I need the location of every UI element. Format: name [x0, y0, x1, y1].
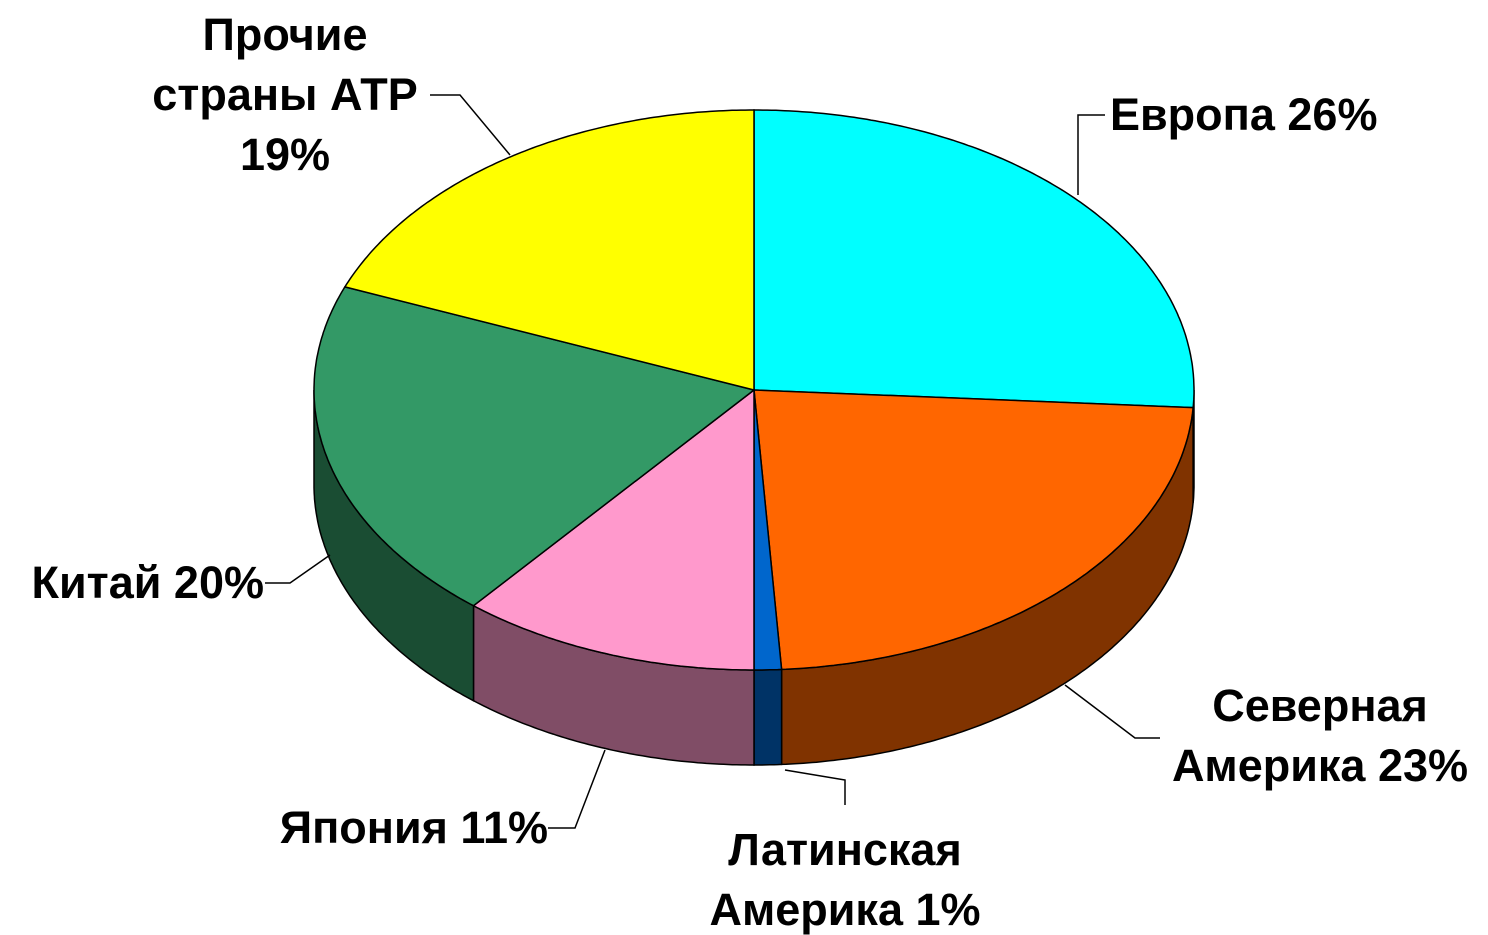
value-label: 1% [915, 884, 981, 935]
value-label: 26% [1287, 89, 1378, 140]
slice-label: Европа 26% [1110, 85, 1488, 145]
slice-label: Северная Америка 23% [1150, 676, 1488, 796]
value-label: 23% [1377, 740, 1469, 791]
slice [753, 389, 1194, 671]
category-label: Прочие страны АТР [152, 9, 418, 120]
slice [472, 388, 755, 671]
leader-line [265, 554, 331, 584]
category-label: Китай [31, 557, 162, 608]
leader-line [1077, 114, 1105, 195]
slice [313, 286, 756, 607]
category-label: Северная Америка [1171, 680, 1428, 791]
leader-line [1064, 684, 1160, 739]
slice-side [753, 668, 783, 766]
slice [753, 109, 1195, 409]
value-label: 11% [460, 802, 548, 853]
slice-label: Япония 11% [148, 798, 548, 858]
value-label: 20% [173, 557, 264, 608]
value-label: 19% [239, 129, 331, 180]
slice-label: Прочие страны АТР 19% [135, 5, 435, 185]
slice-label: Китай 20% [0, 553, 264, 613]
category-label: Япония [279, 802, 448, 853]
leader-line [548, 749, 606, 829]
category-label: Латинская Америка [709, 824, 962, 935]
slice [343, 109, 755, 391]
leader-line [784, 769, 846, 805]
slice [753, 389, 783, 671]
category-label: Европа [1110, 89, 1275, 140]
leader-line [430, 94, 511, 156]
slice-label: Латинская Америка 1% [695, 820, 995, 935]
